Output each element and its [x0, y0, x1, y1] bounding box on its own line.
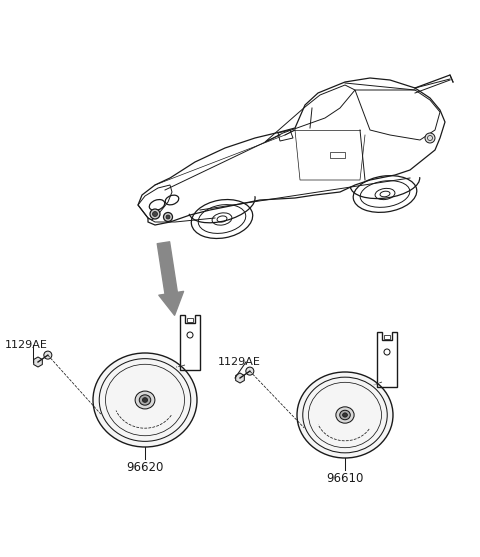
Circle shape	[166, 215, 170, 219]
Ellipse shape	[336, 407, 354, 423]
Ellipse shape	[297, 372, 393, 458]
Text: 96620: 96620	[126, 461, 164, 474]
Circle shape	[246, 367, 254, 375]
Polygon shape	[34, 357, 42, 367]
Circle shape	[44, 351, 52, 359]
Text: 96610: 96610	[326, 472, 364, 485]
Circle shape	[425, 133, 435, 143]
Text: 1129AE: 1129AE	[5, 340, 48, 350]
Ellipse shape	[93, 353, 197, 447]
Ellipse shape	[135, 391, 155, 409]
Polygon shape	[236, 373, 244, 383]
Circle shape	[150, 209, 160, 219]
Circle shape	[164, 213, 172, 222]
Ellipse shape	[139, 395, 151, 405]
Ellipse shape	[143, 398, 148, 402]
Ellipse shape	[340, 411, 350, 420]
FancyArrowPatch shape	[157, 242, 183, 315]
Text: 1129AE: 1129AE	[218, 357, 261, 367]
Circle shape	[153, 212, 157, 217]
Ellipse shape	[343, 413, 348, 417]
